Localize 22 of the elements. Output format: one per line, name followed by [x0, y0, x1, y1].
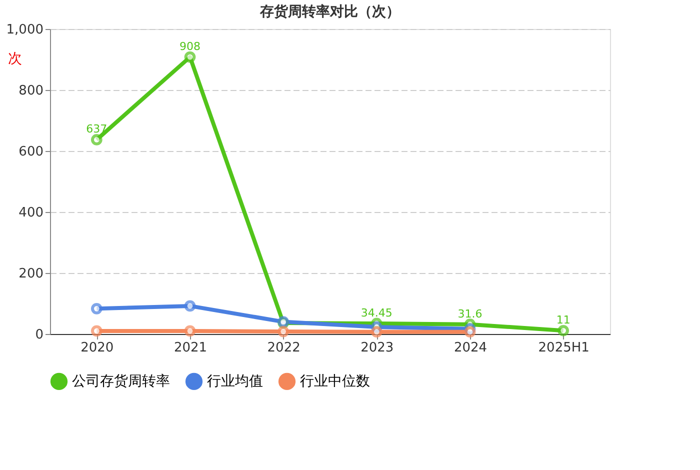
data-label: 31.6 [458, 307, 482, 320]
x-tick-label: 2025H1 [538, 340, 590, 356]
x-tick-label: 2021 [174, 340, 208, 356]
y-tick-label: 200 [18, 266, 44, 282]
x-tick-label: 2020 [80, 340, 114, 356]
x-tick-label: 2023 [360, 340, 394, 356]
legend-label: 行业中位数 [300, 373, 370, 390]
data-label: 908 [180, 40, 200, 54]
y-axis-title: 次 [8, 51, 22, 67]
chart-title: 存货周转率对比（次） [259, 3, 400, 20]
data-label: 637 [86, 122, 108, 136]
y-tick-label: 600 [18, 144, 44, 160]
y-tick-label: 400 [18, 206, 44, 220]
x-tick-label: 2024 [454, 340, 488, 356]
legend-label: 公司存货周转率 [72, 373, 170, 390]
data-label: 34.45 [360, 306, 392, 320]
y-tick-label: 1,000 [6, 22, 44, 38]
y-tick-label: 0 [35, 328, 44, 342]
data-label: 11 [556, 314, 570, 327]
legend-label: 行业均值 [207, 373, 263, 390]
x-tick-label: 2022 [267, 340, 300, 356]
y-tick-label: 800 [18, 84, 44, 98]
